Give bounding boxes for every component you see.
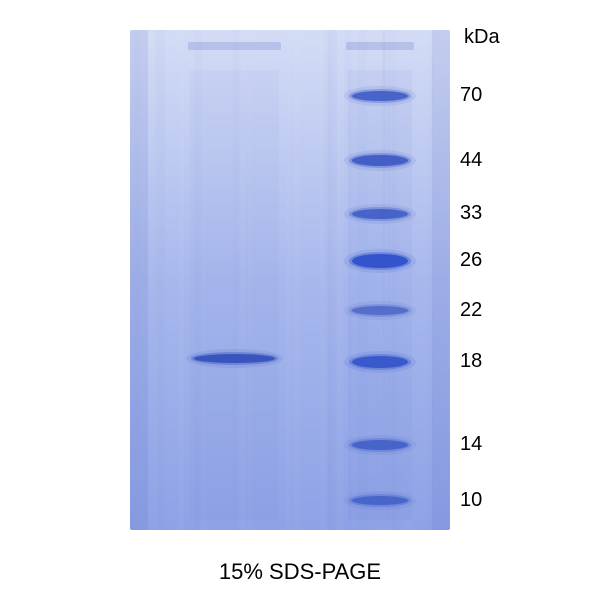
unit-label-kda: kDa [464,26,500,49]
caption-text: 15% SDS-PAGE [0,559,600,585]
mw-label-18: 18 [460,350,482,373]
mw-label-70: 70 [460,84,482,107]
mw-label-14: 14 [460,433,482,456]
gel-svg [130,30,450,530]
mw-label-22: 22 [460,299,482,322]
gel-container [130,30,450,530]
mw-label-44: 44 [460,149,482,172]
mw-label-26: 26 [460,249,482,272]
molecular-weight-label-group: 70 44 33 26 22 18 14 10 [460,30,520,530]
gel-image [130,30,450,530]
mw-label-10: 10 [460,489,482,512]
mw-label-33: 33 [460,202,482,225]
